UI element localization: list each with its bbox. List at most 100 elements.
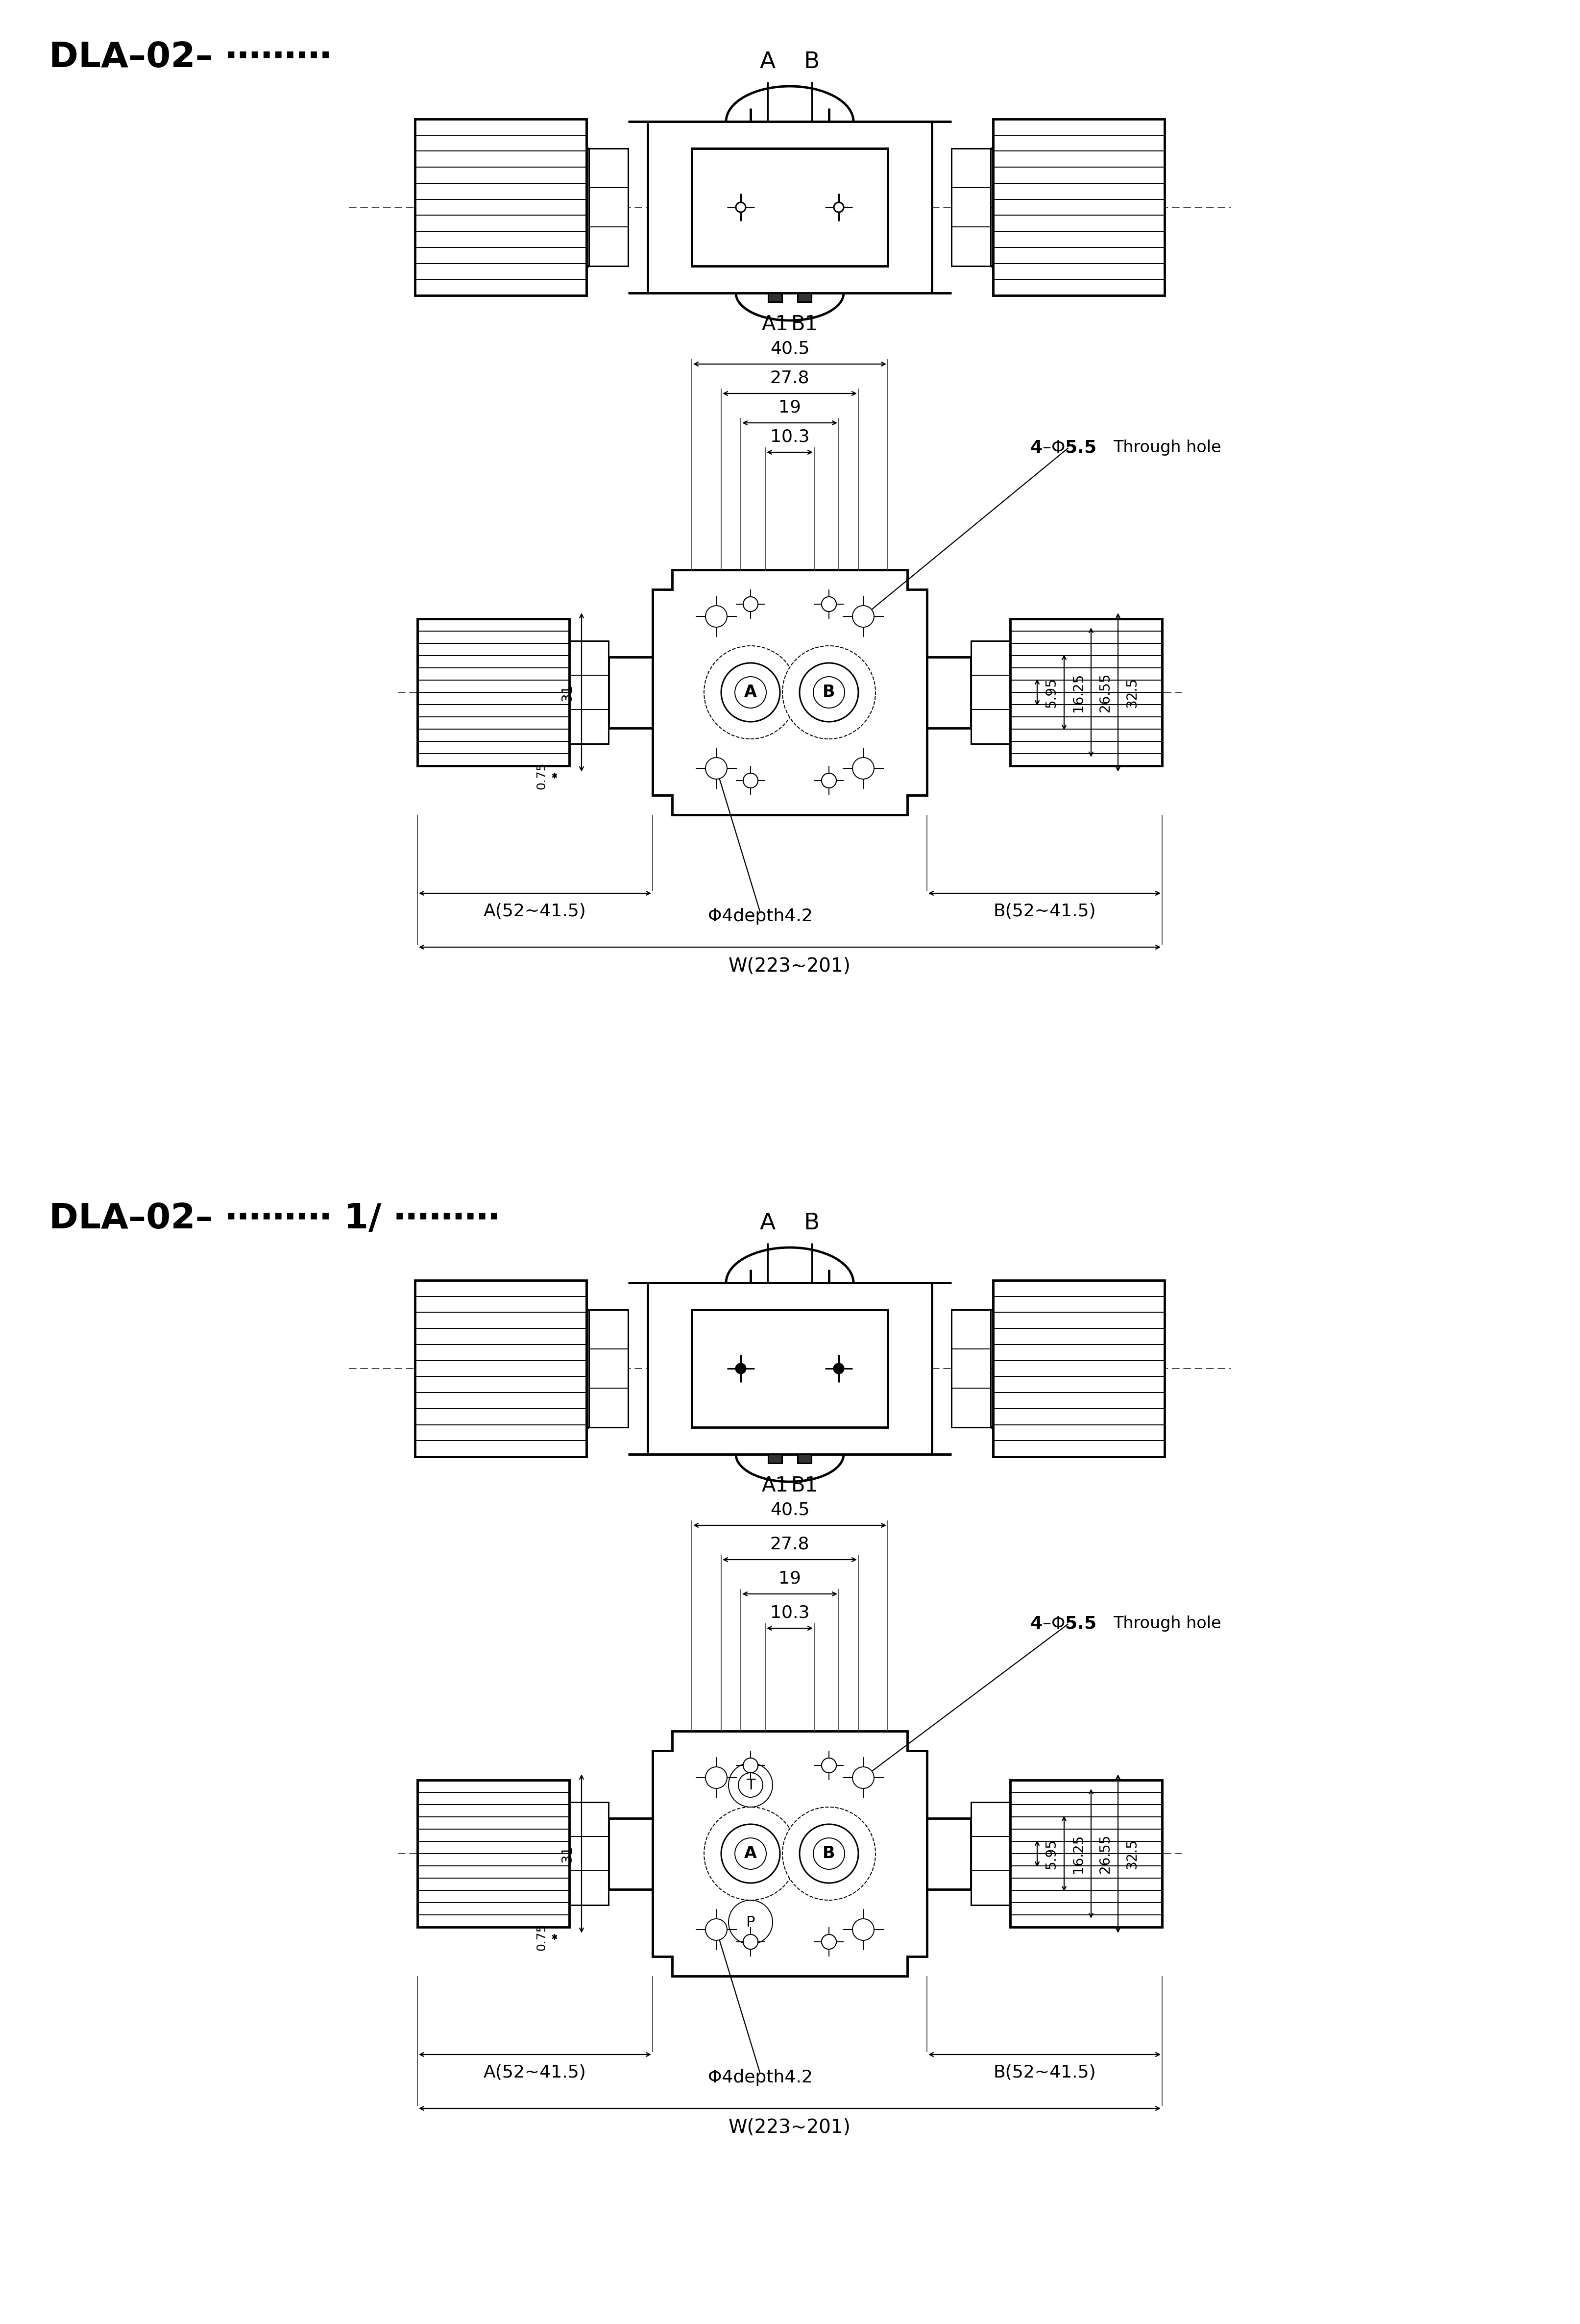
Text: B1: B1: [792, 314, 818, 335]
Text: 0.75: 0.75: [536, 762, 547, 790]
Circle shape: [706, 607, 727, 627]
Circle shape: [853, 607, 874, 627]
Circle shape: [799, 662, 858, 723]
Bar: [648, 1283, 932, 1455]
Text: A: A: [760, 51, 776, 72]
Bar: [589, 149, 629, 265]
Text: 16.25: 16.25: [1071, 1834, 1085, 1873]
Bar: [972, 1801, 1010, 1906]
Text: B(52~41.5): B(52~41.5): [994, 2064, 1097, 2080]
Circle shape: [853, 1920, 874, 1941]
Bar: [417, 1780, 569, 1927]
Text: Φ4depth4.2: Φ4depth4.2: [708, 909, 812, 925]
Circle shape: [834, 1364, 844, 1373]
Bar: [798, 293, 811, 302]
Text: 4–$\Phi$5.5: 4–$\Phi$5.5: [1030, 439, 1097, 456]
Text: B: B: [804, 51, 820, 72]
Text: W(223~201): W(223~201): [728, 2117, 852, 2136]
Circle shape: [822, 597, 836, 611]
Circle shape: [822, 1757, 836, 1773]
Bar: [768, 293, 782, 302]
Text: B(52~41.5): B(52~41.5): [994, 904, 1097, 920]
Circle shape: [743, 1934, 758, 1950]
Text: 40.5: 40.5: [769, 1501, 809, 1518]
Text: 26.55: 26.55: [1098, 1834, 1112, 1873]
Text: 26.55: 26.55: [1098, 674, 1112, 711]
Text: DLA–02– ⋯⋯⋯ 1/ ⋯⋯⋯: DLA–02– ⋯⋯⋯ 1/ ⋯⋯⋯: [49, 1202, 499, 1236]
Bar: [569, 1801, 608, 1906]
Text: A(52~41.5): A(52~41.5): [483, 2064, 586, 2080]
Text: W(223~201): W(223~201): [728, 957, 852, 976]
Circle shape: [705, 646, 796, 739]
Circle shape: [736, 1364, 746, 1373]
Circle shape: [743, 1934, 758, 1950]
Circle shape: [738, 1773, 763, 1796]
Circle shape: [822, 774, 836, 788]
Circle shape: [782, 646, 875, 739]
Bar: [927, 658, 972, 727]
Text: 10.3: 10.3: [769, 1604, 809, 1620]
Text: A: A: [744, 1845, 757, 1862]
Circle shape: [822, 1934, 836, 1950]
Text: 32.5: 32.5: [1125, 676, 1139, 706]
Text: 27.8: 27.8: [769, 1536, 809, 1552]
Circle shape: [822, 774, 836, 788]
Circle shape: [814, 1838, 845, 1868]
Bar: [416, 1281, 586, 1457]
Text: 16.25: 16.25: [1071, 674, 1085, 711]
Circle shape: [853, 758, 874, 779]
Bar: [1010, 618, 1163, 767]
Bar: [927, 1817, 972, 1889]
Text: A(52~41.5): A(52~41.5): [483, 904, 586, 920]
Circle shape: [743, 774, 758, 788]
Text: Through hole: Through hole: [1112, 1615, 1221, 1631]
Bar: [416, 119, 586, 295]
Text: T: T: [746, 1778, 755, 1792]
Text: 31: 31: [561, 1845, 574, 1862]
Text: 19: 19: [779, 400, 801, 416]
Bar: [1010, 1780, 1163, 1927]
Text: 5.95: 5.95: [1044, 676, 1059, 706]
Circle shape: [720, 1824, 781, 1882]
Bar: [417, 618, 569, 767]
Text: 27.8: 27.8: [769, 370, 809, 386]
Circle shape: [853, 1766, 874, 1789]
Text: B: B: [804, 1213, 820, 1234]
Circle shape: [822, 1934, 836, 1950]
Text: 4–$\Phi$5.5: 4–$\Phi$5.5: [1030, 1615, 1097, 1631]
Bar: [994, 119, 1164, 295]
Text: Through hole: Through hole: [1112, 439, 1221, 456]
Text: 32.5: 32.5: [1125, 1838, 1139, 1868]
Text: A1: A1: [762, 314, 788, 335]
Circle shape: [706, 1920, 727, 1941]
Circle shape: [834, 202, 844, 211]
Text: A: A: [760, 1213, 776, 1234]
Polygon shape: [653, 1731, 927, 1975]
Circle shape: [822, 597, 836, 611]
Bar: [768, 1455, 782, 1464]
Bar: [569, 641, 608, 744]
Text: DLA–02– ⋯⋯⋯: DLA–02– ⋯⋯⋯: [49, 40, 332, 74]
Text: A: A: [744, 683, 757, 700]
Text: B1: B1: [792, 1476, 818, 1497]
Circle shape: [782, 1808, 875, 1901]
Bar: [648, 121, 932, 293]
Circle shape: [735, 676, 766, 709]
Bar: [692, 149, 888, 265]
Text: B: B: [823, 683, 836, 700]
Circle shape: [743, 774, 758, 788]
Text: B: B: [823, 1845, 836, 1862]
Circle shape: [743, 597, 758, 611]
Bar: [608, 1817, 653, 1889]
Circle shape: [705, 1808, 796, 1901]
Text: Φ4depth4.2: Φ4depth4.2: [708, 2068, 812, 2087]
Text: 19: 19: [779, 1571, 801, 1587]
Circle shape: [706, 1766, 727, 1789]
Bar: [798, 1455, 811, 1464]
Circle shape: [728, 1764, 773, 1808]
Bar: [589, 1311, 629, 1427]
Circle shape: [814, 676, 845, 709]
Bar: [692, 1311, 888, 1427]
Bar: [951, 149, 991, 265]
Bar: [951, 1311, 991, 1427]
